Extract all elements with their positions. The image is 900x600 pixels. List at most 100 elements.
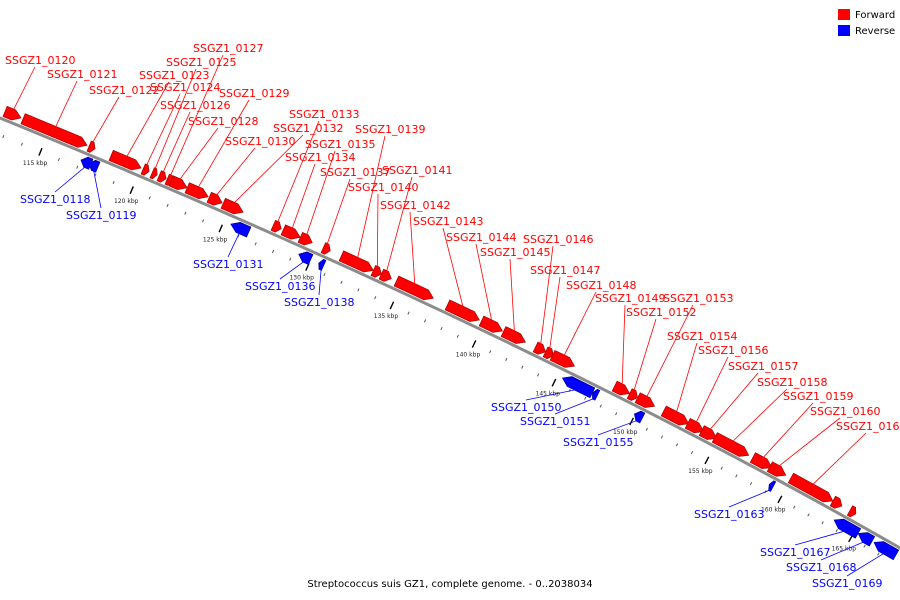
leader-line (475, 243, 493, 323)
minor-tick (323, 273, 326, 277)
minor-tick (660, 435, 664, 439)
tick-label: 165 kbp (832, 546, 857, 553)
leader-line (276, 120, 320, 224)
leader-line (525, 389, 578, 401)
gene-label-ssgz1-0167: SSGZ1_0167 (760, 546, 831, 559)
tick-label: 125 kbp (203, 236, 228, 243)
leader-line (549, 276, 561, 350)
leader-line (708, 372, 759, 431)
gene-label-ssgz1-0119: SSGZ1_0119 (66, 209, 137, 222)
gene-label-ssgz1-0138: SSGZ1_0138 (284, 296, 355, 309)
minor-tick (584, 396, 587, 400)
gene-ssgz1-0144 (478, 315, 503, 333)
gene-ssgz1-0128 (168, 175, 188, 190)
minor-tick (271, 249, 275, 254)
gene-ssgz1-0167 (833, 518, 862, 539)
gene-ssgz1-0155 (634, 410, 646, 424)
minor-tick (94, 173, 97, 177)
minor-tick (374, 296, 377, 300)
minor-tick (645, 427, 648, 431)
gene-label-ssgz1-0146: SSGZ1_0146 (523, 233, 594, 246)
gene-ssgz1-0156 (684, 418, 705, 434)
leader-line (169, 54, 224, 177)
gene-ssgz1-0157 (698, 425, 718, 440)
gene-ssgz1-0154 (660, 405, 690, 426)
major-tick (471, 340, 477, 348)
gene-ssgz1-0121 (20, 113, 88, 148)
leader-line (777, 417, 841, 468)
gene-label-ssgz1-0140: SSGZ1_0140 (348, 181, 419, 194)
gene-ssgz1-0140 (370, 265, 382, 278)
major-tick (704, 456, 710, 465)
gene-ssgz1-0119 (88, 159, 101, 173)
legend-forward-label: Forward (855, 10, 895, 21)
gene-ssgz1-0161 (787, 472, 834, 503)
gene-ssgz1-0159 (749, 452, 773, 470)
leader-line (291, 163, 316, 230)
gene-label-ssgz1-0121: SSGZ1_0121 (47, 68, 118, 81)
gene-ssgz1-0132 (220, 197, 244, 215)
minor-tick (690, 451, 694, 455)
gene-label-ssgz1-0143: SSGZ1_0143 (413, 215, 484, 228)
leader-line (145, 93, 181, 167)
gene-ssgz1-0125 (149, 167, 158, 180)
tick-label: 115 kbp (23, 160, 48, 167)
minor-tick (793, 505, 796, 509)
leader-line (12, 66, 36, 111)
gene-ssgz1-0135 (297, 231, 313, 246)
major-tick (129, 186, 134, 195)
major-tick (389, 301, 395, 310)
gene-label-ssgz1-0154: SSGZ1_0154 (667, 330, 738, 343)
minor-tick (20, 142, 23, 146)
gene-ssgz1-0148 (549, 349, 576, 368)
minor-tick (615, 412, 618, 416)
gene-ssgz1-0137 (320, 242, 331, 255)
minor-tick (505, 357, 508, 362)
leader-line (554, 397, 596, 415)
minor-tick (2, 135, 5, 139)
major-tick (629, 417, 634, 426)
minor-tick (112, 180, 115, 185)
gene-label-ssgz1-0155: SSGZ1_0155 (563, 436, 634, 449)
gene-label-ssgz1-0159: SSGZ1_0159 (783, 390, 854, 403)
gene-label-ssgz1-0133: SSGZ1_0133 (289, 108, 360, 121)
leader-line (227, 231, 241, 258)
gene-ssgz1-0160 (766, 461, 787, 477)
minor-tick (877, 552, 880, 556)
gene-label-ssgz1-0157: SSGZ1_0157 (728, 360, 799, 373)
gene-ssgz1-0152 (626, 388, 638, 401)
leader-line (695, 356, 729, 424)
gene-label-ssgz1-0150: SSGZ1_0150 (491, 401, 562, 414)
leader-line (232, 134, 304, 205)
gene-label-ssgz1-0120: SSGZ1_0120 (5, 54, 76, 67)
gene-ssgz1-0138 (318, 258, 327, 271)
gene-label-ssgz1-0149: SSGZ1_0149 (595, 292, 666, 305)
leader-line (318, 268, 322, 296)
gene-label-ssgz1-0136: SSGZ1_0136 (245, 280, 316, 293)
leader-line (811, 432, 867, 486)
leader-line (93, 169, 102, 209)
leader-line (376, 193, 379, 269)
leader-line (215, 147, 256, 197)
leader-line (633, 318, 657, 392)
leader-line (178, 127, 219, 181)
gene-ssgz1-0149 (611, 380, 631, 396)
gene-label-ssgz1-0151: SSGZ1_0151 (520, 415, 591, 428)
gene-label-ssgz1-0134: SSGZ1_0134 (285, 151, 356, 164)
minor-tick (340, 280, 343, 284)
minor-tick (407, 311, 410, 315)
leader-line (442, 227, 464, 309)
gene-label-ssgz1-0153: SSGZ1_0153 (663, 292, 734, 305)
gene-ssgz1-0123 (108, 149, 142, 171)
leader-line (154, 68, 197, 170)
leader-line (563, 291, 597, 357)
leader-line (509, 258, 515, 333)
minor-tick (456, 334, 459, 338)
minor-tick (521, 365, 524, 369)
gene-label-ssgz1-0127: SSGZ1_0127 (193, 42, 264, 55)
minor-tick (440, 326, 443, 331)
minor-tick (166, 203, 169, 208)
gene-ssgz1-0168 (857, 532, 876, 547)
